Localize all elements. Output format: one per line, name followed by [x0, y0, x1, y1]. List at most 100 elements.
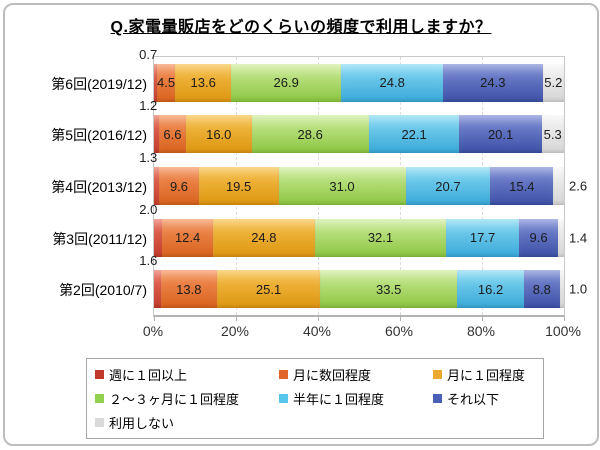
axis-tick — [482, 317, 483, 321]
bar-segment-weekly-or-more: 1.6 — [139, 254, 161, 309]
legend-swatch-once-2-3-months — [95, 394, 104, 403]
value-label: 16.2 — [477, 281, 504, 297]
legend-item-once-a-month: 月に１回程度 — [433, 365, 535, 384]
category-label: 第6回(2019/12) — [51, 75, 147, 92]
value-label: 5.2 — [544, 75, 563, 91]
x-tick-label: 60% — [384, 323, 414, 339]
value-label: 13.8 — [176, 281, 202, 297]
legend-label: 月に数回程度 — [293, 368, 372, 383]
value-label: 8.8 — [532, 281, 551, 297]
bar-segment-weekly-or-more: 1.2 — [139, 99, 159, 154]
value-label: 9.6 — [529, 230, 548, 246]
bar-segment-weekly-or-more: 1.3 — [139, 151, 160, 205]
value-label: 32.1 — [367, 230, 394, 246]
bar-row: 0.7 4.5 13.6 26.9 24.8 24.3 5.2 — [139, 48, 564, 102]
legend-label: 月に１回程度 — [447, 368, 526, 383]
bar-row: 2.0 12.4 24.8 32.1 17.7 9.6 1.4 — [139, 203, 587, 257]
chart-title: Q.家電量販店をどのくらいの頻度で利用しますか？ — [110, 19, 492, 36]
category-label: 第2回(2010/7) — [59, 282, 147, 299]
bar-segment-once-half-year: 24.8 — [341, 63, 443, 102]
axis-tick — [154, 317, 155, 321]
value-label: 15.4 — [509, 178, 535, 194]
value-label: 12.4 — [174, 230, 201, 246]
bar-segment-once-2-3-months: 28.6 — [251, 115, 369, 154]
value-label: 13.6 — [190, 75, 216, 91]
x-tick-label: 80% — [466, 323, 496, 339]
legend-item-few-times-month: 月に数回程度 — [279, 365, 433, 384]
legend-swatch-once-half-year — [279, 394, 288, 403]
category-label: 第5回(2016/12) — [51, 127, 147, 144]
value-label-above: 2.0 — [139, 201, 158, 217]
legend-item-never-use: 利用しない — [95, 413, 279, 432]
chart-canvas: Q.家電量販店をどのくらいの頻度で利用しますか？ 0.7 4.5 13.6 26.9 2… — [5, 5, 597, 444]
bar-segment-less-often: 20.1 — [459, 115, 542, 154]
chart-frame: Q.家電量販店をどのくらいの頻度で利用しますか？ 0.7 4.5 13.6 26.9 2… — [3, 3, 599, 446]
legend: 週に１回以上 月に数回程度 月に１回程度 ２～３ヶ月に１回程度 半年に１回程度 それ以下利… — [86, 358, 544, 439]
legend-label: それ以下 — [447, 392, 500, 407]
value-label-outside: 1.4 — [569, 230, 588, 246]
value-label-above: 0.7 — [139, 46, 158, 62]
bar-segment-once-2-3-months: 31.0 — [278, 167, 406, 205]
category-label: 第3回(2011/12) — [52, 230, 147, 247]
bar-segment-once-half-year: 20.7 — [405, 167, 491, 205]
value-label: 16.0 — [206, 126, 232, 142]
bar-segment-once-a-month: 13.6 — [175, 63, 232, 102]
bar-segment-never-use — [553, 167, 564, 205]
bar-segment-few-times-month: 12.4 — [162, 218, 214, 257]
x-tick-label: 20% — [220, 323, 250, 339]
value-label: 24.8 — [251, 230, 277, 246]
bar-segment-few-times-month: 9.6 — [159, 167, 199, 205]
bar-segment-once-half-year: 22.1 — [368, 115, 460, 154]
value-label: 19.5 — [225, 178, 252, 194]
legend-item-less-often: それ以下 — [433, 389, 535, 408]
bar-segment-once-a-month: 24.8 — [213, 218, 315, 257]
bar-segment-never-use: 5.3 — [541, 115, 564, 154]
legend-swatch-once-a-month — [433, 370, 442, 379]
legend-label: 半年に１回程度 — [293, 392, 385, 407]
legend-swatch-never-use — [95, 418, 104, 427]
x-tick-label: 40% — [302, 323, 332, 339]
value-label: 5.3 — [543, 126, 562, 142]
value-label-above: 1.2 — [139, 98, 158, 114]
legend-item-weekly-or-more: 週に１回以上 — [95, 365, 279, 384]
bar-segment-never-use — [558, 218, 564, 257]
bar-segment-never-use: 5.2 — [542, 63, 564, 102]
bar-segment-weekly-or-more: 2.0 — [139, 203, 163, 257]
axis-tick — [400, 317, 401, 321]
value-label: 33.5 — [376, 281, 402, 297]
legend-swatch-few-times-month — [279, 370, 288, 379]
value-label: 26.9 — [273, 75, 299, 91]
legend-item-once-2-3-months: ２～３ヶ月に１回程度 — [95, 389, 279, 408]
axis-tick — [318, 317, 319, 321]
category-label: 第4回(2013/12) — [51, 179, 147, 195]
bar-segment-few-times-month: 6.6 — [158, 115, 186, 154]
bar-segment-once-half-year: 16.2 — [457, 270, 524, 309]
bar-segment-less-often: 9.6 — [518, 218, 559, 257]
bar-segment-once-a-month: 19.5 — [198, 167, 279, 205]
value-label-above: 1.6 — [139, 253, 158, 269]
bar-segment-less-often: 8.8 — [523, 270, 560, 309]
value-label-outside: 2.6 — [569, 178, 588, 194]
value-label: 20.7 — [435, 178, 461, 194]
plot-area: 0.7 4.5 13.6 26.9 24.8 24.3 5.2 1.2 6.6 16.0 28.6 2… — [139, 48, 587, 321]
value-label: 25.1 — [255, 281, 282, 297]
bar-segment-less-often: 24.3 — [443, 63, 543, 102]
bar-segment-weekly-or-more: 0.7 — [139, 48, 157, 102]
axis-tick — [236, 317, 237, 321]
bar-segment-once-a-month: 25.1 — [217, 270, 321, 309]
legend-label: 利用しない — [109, 416, 175, 431]
legend-swatch-weekly-or-more — [95, 370, 104, 379]
legend-swatch-less-often — [433, 394, 442, 403]
bar-segment-once-2-3-months: 33.5 — [320, 270, 458, 309]
x-tick-label: 100% — [545, 323, 581, 339]
value-label-outside: 1.0 — [569, 281, 588, 297]
value-label: 22.1 — [401, 126, 427, 142]
bar-segment-once-2-3-months: 32.1 — [314, 218, 447, 257]
axis-tick — [564, 317, 565, 321]
bar-segment-few-times-month: 4.5 — [156, 63, 176, 102]
value-label-above: 1.3 — [139, 150, 158, 165]
x-tick-label: 0% — [142, 323, 164, 339]
bar-segment-once-2-3-months: 26.9 — [231, 63, 342, 102]
bar-row: 1.2 6.6 16.0 28.6 22.1 20.1 5.3 — [139, 99, 564, 154]
bar-segment-never-use — [559, 270, 564, 309]
